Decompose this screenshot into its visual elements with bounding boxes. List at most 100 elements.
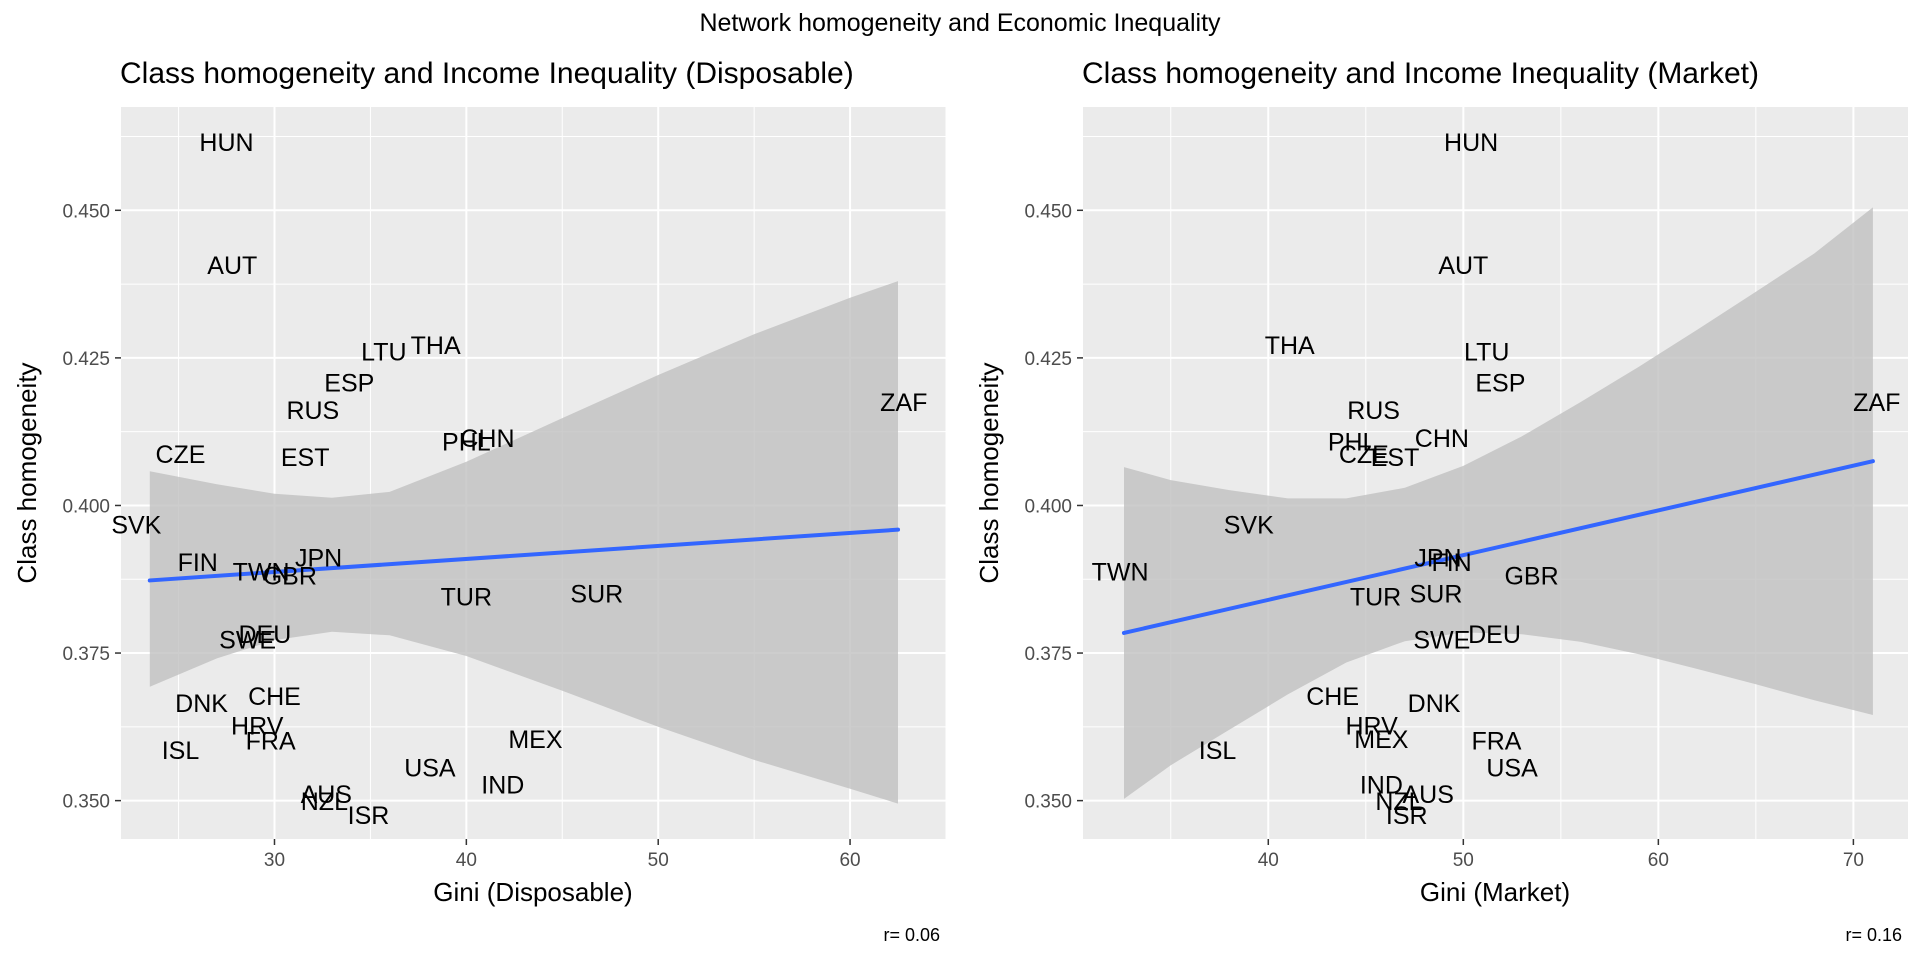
point-label-ind: IND [1360,772,1403,800]
ci-band-area [1124,207,1873,799]
point-label-rus: RUS [1347,397,1400,425]
chart-market: Class homogeneity and Income Inequality … [974,57,1908,945]
point-label-deu: DEU [1468,621,1521,649]
point-label-esp: ESP [324,370,374,398]
point-label-aus: AUS [1403,781,1454,809]
point-label-swe: SWE [1413,626,1470,654]
confidence-band [149,281,899,804]
point-label-tha: THA [411,332,461,360]
point-label-tur: TUR [1350,583,1401,611]
point-label-hun: HUN [1444,129,1498,157]
y-tick-labels: 0.350 0.375 0.400 0.425 0.450 [1024,201,1083,813]
point-label-ltu: LTU [1464,338,1509,366]
correlation-note: r= 0.16 [1845,925,1902,945]
y-tick-label: 0.400 [1024,496,1072,517]
point-label-zaf: ZAF [1853,389,1900,417]
point-label-aus: AUS [301,781,352,809]
point-label-tha: THA [1265,332,1315,360]
point-label-nzl: NZL [301,788,348,816]
point-label-dnk: DNK [1408,690,1461,718]
point-label-isl: ISL [162,737,200,765]
point-label-hun: HUN [199,129,253,157]
chart-title: Class homogeneity and Income Inequality … [120,57,854,90]
x-tick-label: 70 [1843,850,1864,871]
y-tick-label: 0.350 [1024,792,1072,813]
point-label-phl: PHL [1328,429,1377,457]
y-tick-label: 0.425 [62,349,110,370]
point-label-ltu: LTU [361,338,406,366]
point-label-chn: CHN [460,425,514,453]
y-tick-label: 0.375 [1024,644,1072,665]
x-tick-label: 50 [1453,850,1474,871]
point-label-chn: CHN [1415,425,1469,453]
point-label-esp: ESP [1475,370,1525,398]
point-label-cze: CZE [155,441,205,469]
point-label-svk: SVK [1224,511,1274,539]
point-label-usa: USA [404,755,456,783]
point-label-ind: IND [481,772,524,800]
point-label-hrv: HRV [1345,713,1398,741]
point-label-aut: AUT [207,252,257,280]
point-label-isr: ISR [348,802,390,830]
point-label-mex: MEX [508,726,563,754]
point-label-zaf: ZAF [880,389,927,417]
point-label-che: CHE [1306,683,1359,711]
x-tick-label: 30 [264,850,285,871]
point-label-usa: USA [1486,755,1538,783]
point-label-nzl: NZL [1375,788,1422,816]
confidence-band [1124,207,1873,799]
x-tick-labels: 30 40 50 60 [264,839,861,871]
point-label-sur: SUR [570,580,623,608]
chart-title: Class homogeneity and Income Inequality … [1082,57,1759,90]
chart-disposable: Class homogeneity and Income Inequality … [12,57,947,945]
y-tick-label: 0.425 [1024,349,1072,370]
x-tick-label: 50 [648,850,669,871]
point-label-phl: PHL [442,429,491,457]
point-label-mex: MEX [1354,726,1409,754]
x-tick-label: 40 [456,850,477,871]
x-axis-label: Gini (Disposable) [433,877,632,907]
x-tick-label: 60 [1648,850,1669,871]
point-label-fra: FRA [246,727,296,755]
regression-line [1121,459,1875,635]
point-label-hrv: HRV [231,713,284,741]
y-tick-label: 0.450 [1024,201,1072,222]
ci-band-area [149,281,899,804]
y-axis-label: Class homogeneity [12,362,42,583]
point-label-gbr: GBR [263,563,317,591]
y-tick-label: 0.400 [62,496,110,517]
y-tick-labels: 0.350 0.375 0.400 0.425 0.450 [62,201,121,813]
x-tick-label: 60 [839,850,860,871]
y-tick-label: 0.350 [62,792,110,813]
point-label-svk: SVK [111,511,161,539]
x-tick-labels: 40 50 60 70 [1258,839,1864,871]
point-label-sur: SUR [1410,580,1463,608]
point-label-isl: ISL [1199,737,1237,765]
point-label-est: EST [1371,444,1420,472]
point-label-dnk: DNK [175,690,228,718]
point-label-rus: RUS [286,397,339,425]
figure-suptitle: Network homogeneity and Economic Inequal… [699,9,1221,37]
point-label-deu: DEU [238,621,291,649]
point-label-jpn: JPN [1414,544,1461,572]
point-label-gbr: GBR [1504,563,1558,591]
y-axis-label: Class homogeneity [974,362,1004,583]
point-label-swe: SWE [219,626,276,654]
x-tick-label: 40 [1258,850,1279,871]
point-label-fin: FIN [1431,549,1471,577]
point-label-cze: CZE [1339,441,1389,469]
point-label-tur: TUR [441,583,492,611]
point-label-isr: ISR [1386,802,1428,830]
point-label-fin: FIN [178,549,218,577]
fit-line [147,527,901,583]
point-label-est: EST [281,444,330,472]
y-tick-label: 0.450 [62,201,110,222]
point-label-fra: FRA [1471,727,1521,755]
fit-line [1121,459,1875,635]
point-label-twn: TWN [1092,559,1149,587]
y-tick-label: 0.375 [62,644,110,665]
point-label-che: CHE [248,683,301,711]
